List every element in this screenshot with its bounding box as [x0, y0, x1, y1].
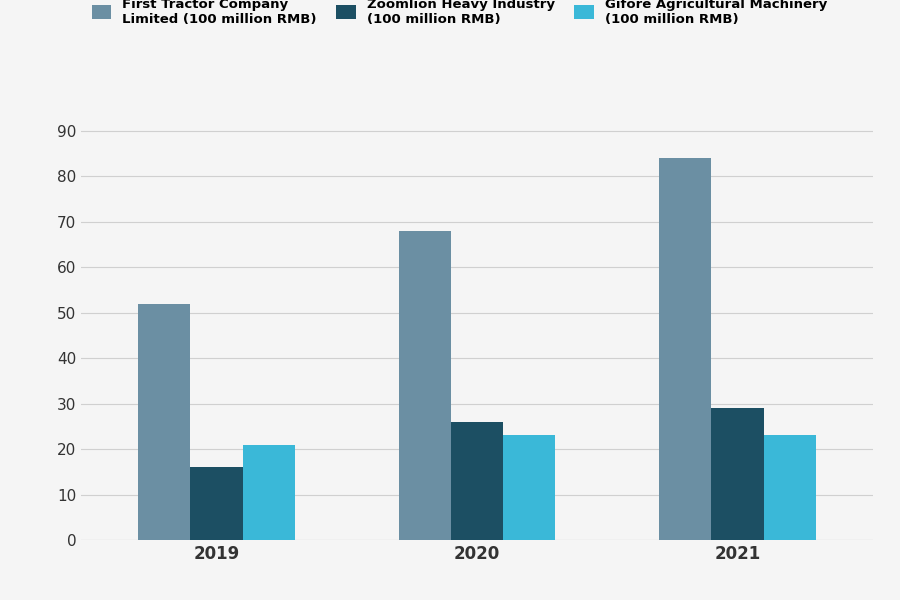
- Bar: [191, 467, 242, 540]
- Bar: [399, 231, 451, 540]
- Bar: [503, 436, 555, 540]
- Bar: [763, 436, 815, 540]
- Bar: [660, 158, 712, 540]
- Bar: [451, 422, 503, 540]
- Bar: [139, 304, 191, 540]
- Legend: First Tractor Company
Limited (100 million RMB), Zoomlion Heavy Industry
(100 mi: First Tractor Company Limited (100 milli…: [87, 0, 831, 29]
- Bar: [242, 445, 294, 540]
- Bar: [712, 408, 763, 540]
